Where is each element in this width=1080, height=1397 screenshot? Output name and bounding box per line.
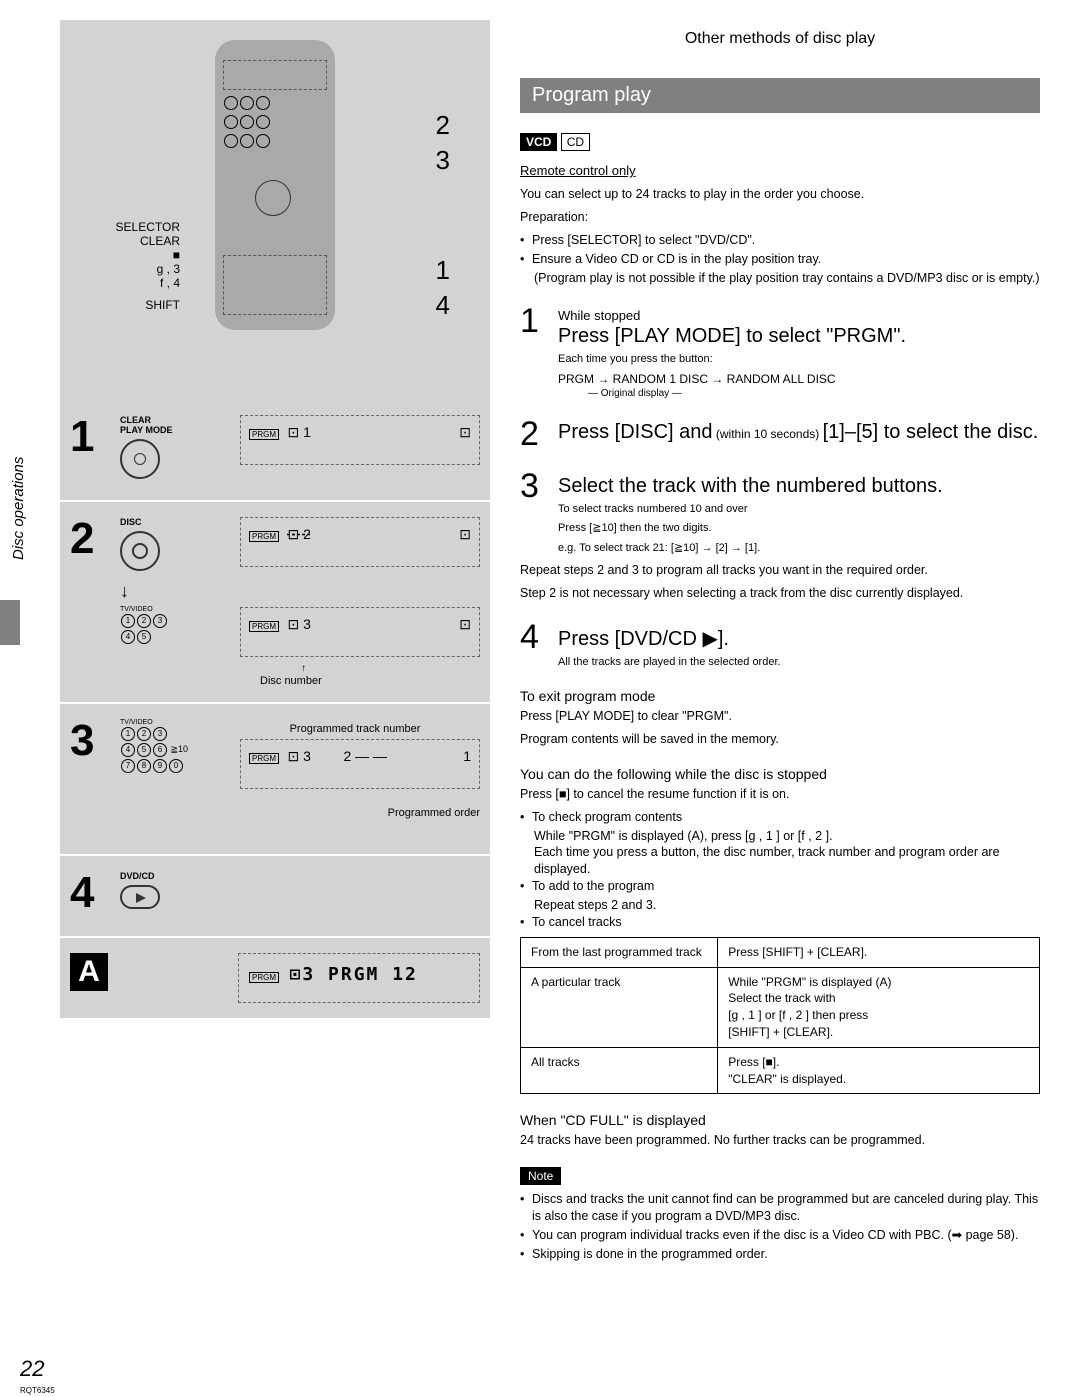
- check-contents-title: To check program contents: [520, 809, 1040, 826]
- programmed-track-caption: Programmed track number: [230, 723, 480, 735]
- display-panel-3: PRGM ⊡ 3 2 — — 1: [240, 739, 480, 789]
- display-panel-A: PRGM ⊡3 PRGM 12: [238, 953, 480, 1003]
- check-contents-l1: While "PRGM" is displayed (A), press [g …: [520, 828, 1040, 845]
- press-icon: [120, 439, 160, 479]
- add-program-title: To add to the program: [520, 878, 1040, 895]
- display-panel-2: PRGM ⊡ 2 ⊡: [240, 517, 480, 567]
- side-section-label: Disc operations: [10, 457, 27, 560]
- cancel-r1c1: From the last programmed track: [521, 937, 718, 967]
- exit-l2: Program contents will be saved in the me…: [520, 731, 1040, 748]
- cancel-r3c1: All tracks: [521, 1047, 718, 1094]
- exit-l1: Press [PLAY MODE] to clear "PRGM".: [520, 708, 1040, 725]
- remote-left-labels: SELECTOR CLEAR ■ g , 3 f , 4 SHIFT: [80, 220, 180, 312]
- note-3: Skipping is done in the programmed order…: [520, 1246, 1040, 1263]
- prep-note: (Program play is not possible if the pla…: [520, 270, 1040, 287]
- check-contents-l2: Each time you press a button, the disc n…: [520, 844, 1040, 878]
- left-step-2: 2 DISC ↓ TV/VIDEO 123 45 PRGM ⊡ 2 ⊡: [60, 502, 490, 702]
- page-number: 22: [20, 1356, 44, 1382]
- note-badge: Note: [520, 1167, 561, 1185]
- remote-callout-1: 1: [436, 255, 450, 286]
- display-panel-2b: PRGM ⊡ 3 ⊡ ↑: [240, 607, 480, 657]
- cancel-r2c2: While "PRGM" is displayed (A) Select the…: [718, 967, 1040, 1047]
- while-stopped-title: You can do the following while the disc …: [520, 766, 1040, 782]
- left-step-4: 4 DVD/CD: [60, 856, 490, 936]
- programmed-order-caption: Programmed order: [230, 807, 480, 819]
- cancel-tracks-title: To cancel tracks: [520, 914, 1040, 931]
- remote-callout-2: 2: [436, 110, 450, 141]
- vcd-badge: VCD: [520, 133, 557, 151]
- remote-diagram-box: SELECTOR CLEAR ■ g , 3 f , 4 SHIFT 2 3 1…: [60, 20, 490, 400]
- display-panel-1: PRGM ⊡ 1 ⊡: [240, 415, 480, 465]
- edge-tab: [0, 600, 20, 645]
- remote-only-label: Remote control only: [520, 163, 1040, 178]
- exit-title: To exit program mode: [520, 688, 1040, 704]
- note-1: Discs and tracks the unit cannot find ca…: [520, 1191, 1040, 1225]
- left-step-3: 3 TV/VIDEO 123 456 ≧10 7890 Programmed t…: [60, 704, 490, 854]
- cancel-table: From the last programmed track Press [SH…: [520, 937, 1040, 1095]
- right-step-3: 3 Select the track with the numbered but…: [520, 469, 1040, 556]
- cd-full-text: 24 tracks have been programmed. No furth…: [520, 1132, 1040, 1149]
- cd-badge: CD: [561, 133, 590, 151]
- cancel-r1c2: Press [SHIFT] + [CLEAR].: [718, 937, 1040, 967]
- document-id: RQT6345: [20, 1386, 55, 1395]
- preparation-label: Preparation:: [520, 209, 1040, 226]
- section-header: Program play: [520, 78, 1040, 113]
- repeat-text: Repeat steps 2 and 3 to program all trac…: [520, 562, 1040, 579]
- press-icon: [120, 531, 160, 571]
- page-subtitle: Other methods of disc play: [520, 30, 1040, 48]
- add-program-l1: Repeat steps 2 and 3.: [520, 897, 1040, 914]
- intro-text: You can select up to 24 tracks to play i…: [520, 186, 1040, 203]
- right-step-2: 2 Press [DISC] and (within 10 seconds) […: [520, 417, 1040, 451]
- cancel-r3c2: Press [■]. "CLEAR" is displayed.: [718, 1047, 1040, 1094]
- cd-full-title: When "CD FULL" is displayed: [520, 1112, 1040, 1128]
- left-step-A: A PRGM ⊡3 PRGM 12: [60, 938, 490, 1018]
- prep-item-2: Ensure a Video CD or CD is in the play p…: [520, 251, 1040, 268]
- prep-item-1: Press [SELECTOR] to select "DVD/CD".: [520, 232, 1040, 249]
- remote-callout-3: 3: [436, 145, 450, 176]
- cancel-r2c1: A particular track: [521, 967, 718, 1047]
- while-stopped-l1: Press [■] to cancel the resume function …: [520, 786, 1040, 803]
- right-step-1: 1 While stopped Press [PLAY MODE] to sel…: [520, 304, 1040, 398]
- remote-illustration: [215, 40, 335, 330]
- right-step-4: 4 Press [DVD/CD ▶]. All the tracks are p…: [520, 620, 1040, 670]
- skip-text: Step 2 is not necessary when selecting a…: [520, 585, 1040, 602]
- note-2: You can program individual tracks even i…: [520, 1227, 1040, 1244]
- remote-callout-4: 4: [436, 290, 450, 321]
- disc-badges: VCD CD: [520, 133, 1040, 151]
- left-step-1: 1 CLEAR PLAY MODE PRGM ⊡ 1 ⊡: [60, 400, 490, 500]
- disc-number-caption: Disc number: [260, 675, 480, 687]
